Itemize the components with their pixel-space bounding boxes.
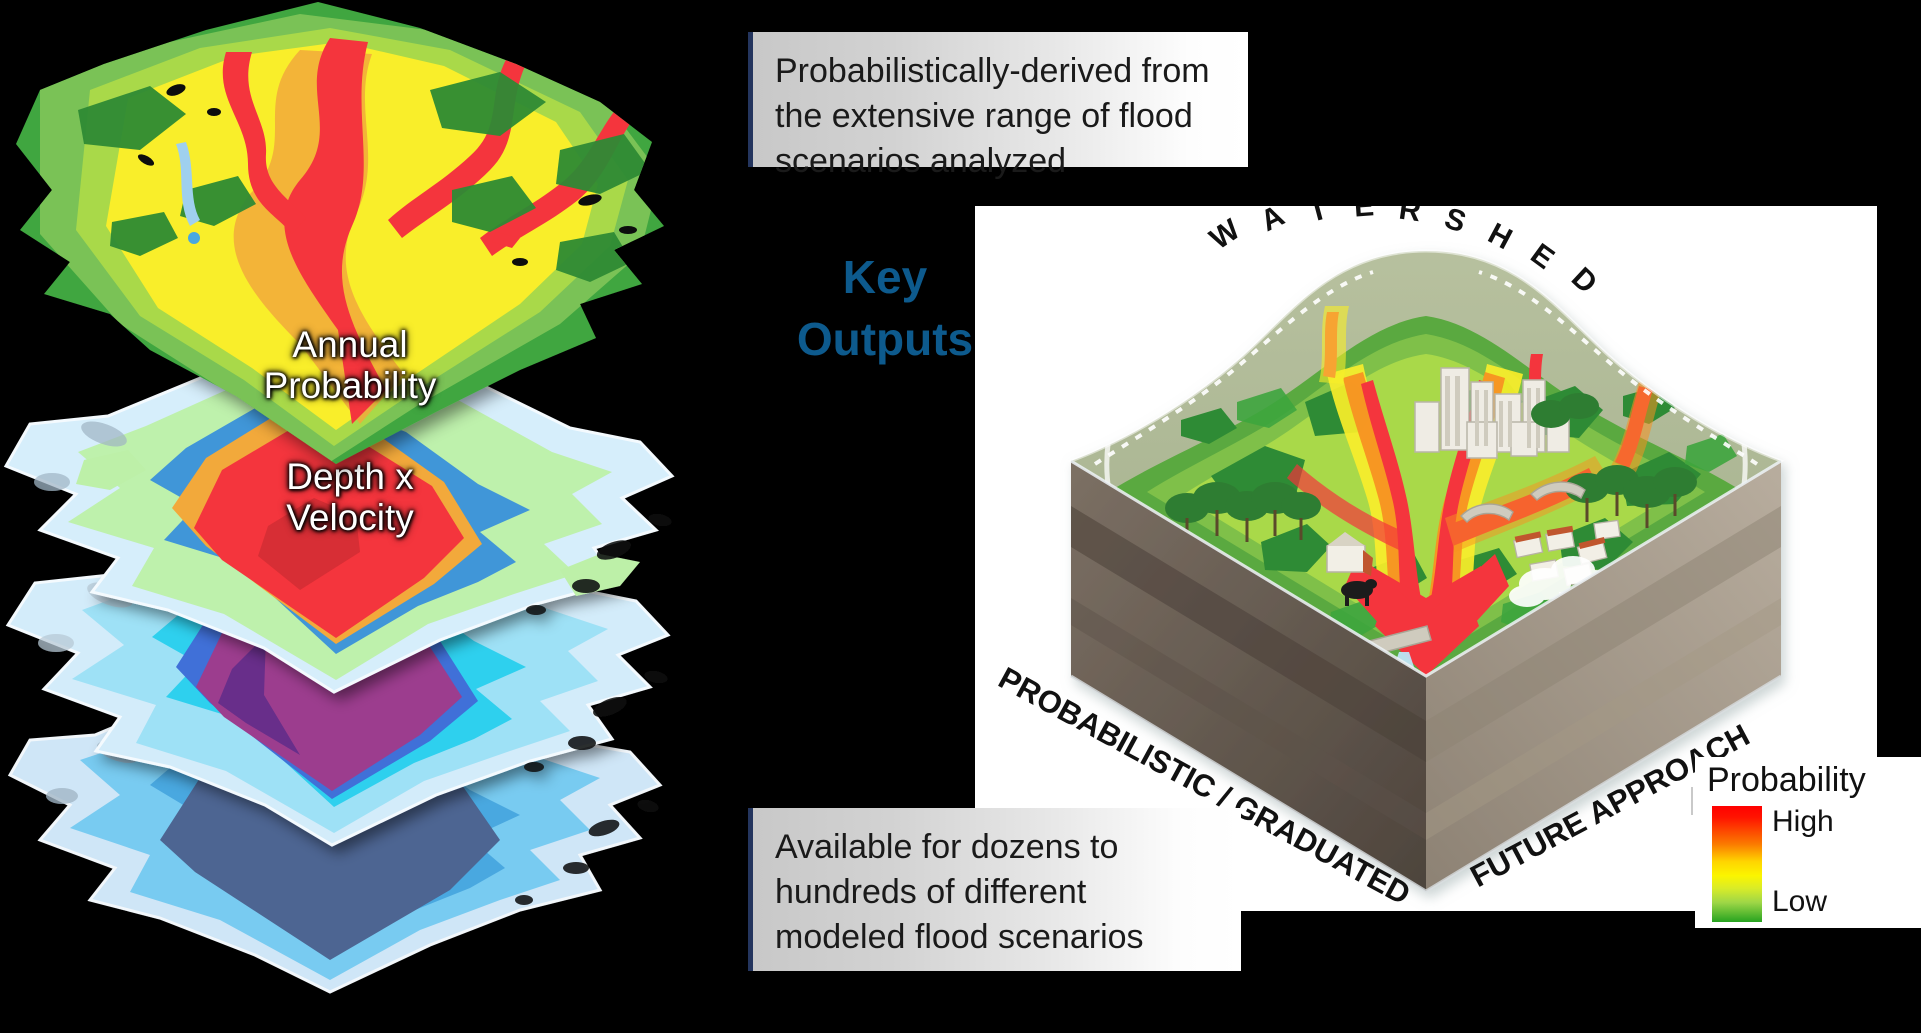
tree-grove-right: [1531, 393, 1697, 528]
callout-top-text: Probabilistically-derived from the exten…: [775, 52, 1210, 180]
tree-grove-left: [1165, 482, 1321, 542]
arc-letter-4: R: [1396, 206, 1423, 229]
watershed-diagram-panel: W A T E R S H E D PROBABILISTIC / GRADUA…: [975, 206, 1877, 911]
legend-label-high: High: [1772, 805, 1834, 838]
watershed-block-diagram[interactable]: [975, 206, 1877, 911]
layer-depth-x-velocity[interactable]: Depth x Velocity: [0, 300, 700, 740]
flood-layer-stack: Depth: [0, 0, 700, 1033]
probability-legend: Probability High Low: [1691, 757, 1921, 928]
callout-scenario-availability: Available for dozens to hundreds of diff…: [748, 808, 1241, 971]
layer-annual-probability[interactable]: Annual Probability: [0, 0, 700, 554]
legend-gradient-bar: [1691, 787, 1762, 922]
city-buildings: [1414, 367, 1570, 459]
callout-probabilistic-derivation: Probabilistically-derived from the exten…: [748, 32, 1248, 180]
bridge-icons: [1460, 481, 1586, 523]
key-outputs-title: Key Outputs: [796, 251, 974, 365]
farm-house: [1326, 532, 1373, 576]
cow-icon: [1341, 579, 1377, 606]
callout-bottom-text: Available for dozens to hundreds of diff…: [775, 828, 1144, 956]
legend-tick-mark: [1691, 787, 1693, 815]
legend-label-low: Low: [1772, 885, 1828, 918]
legend-title: Probability: [1707, 761, 1866, 799]
arc-letter-3: E: [1352, 206, 1376, 224]
